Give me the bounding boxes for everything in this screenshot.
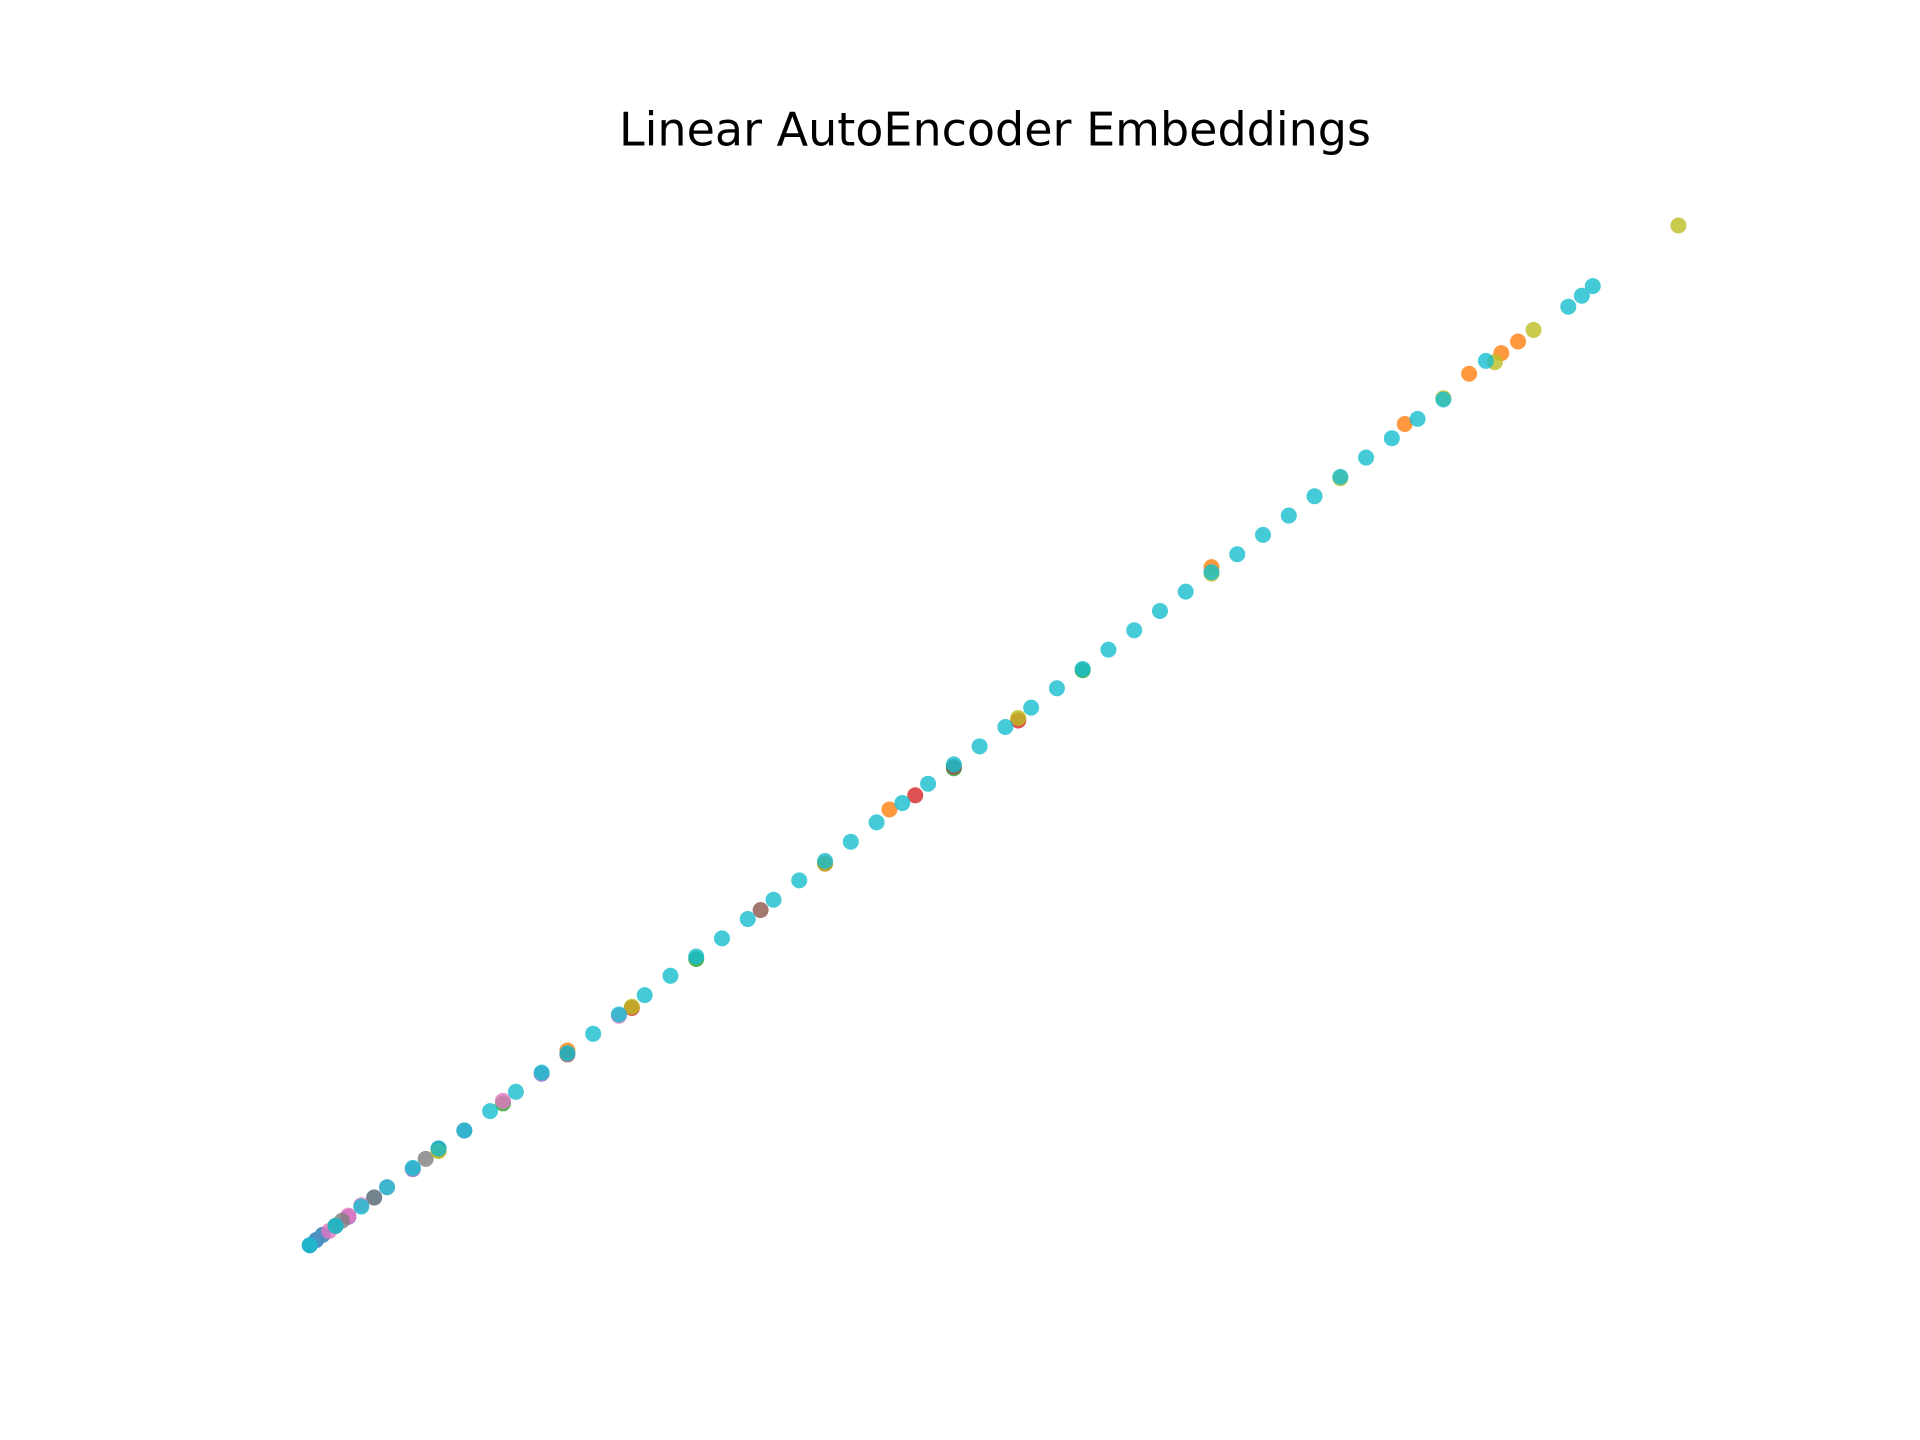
point [379,1179,396,1196]
point [559,1045,576,1062]
point [1409,410,1426,427]
point [713,930,730,947]
series [559,333,1527,1059]
point [1573,287,1590,304]
point [791,872,808,889]
point [1100,641,1117,658]
point [1177,583,1194,600]
point [1670,217,1687,234]
point [1203,564,1220,581]
point [817,853,834,870]
point [1074,660,1091,677]
point [1306,488,1323,505]
series [301,278,1601,1254]
point [907,787,924,804]
point [482,1103,499,1120]
point [494,1092,511,1109]
point [1229,546,1246,563]
point [327,1217,344,1234]
point [1048,680,1065,697]
point [1383,430,1400,447]
point [752,902,769,919]
point [533,1064,550,1081]
point [636,987,653,1004]
point [997,718,1014,735]
point [301,1237,318,1254]
point [842,833,859,850]
point [971,738,988,755]
point [1023,699,1040,716]
point [1584,278,1601,295]
point [945,756,962,773]
point [1010,709,1027,726]
point [920,775,937,792]
point [1396,416,1413,433]
chart-title: Linear AutoEncoder Embeddings [619,103,1371,157]
point [1126,622,1143,639]
point [739,911,756,928]
point [404,1159,421,1176]
point [610,1006,627,1023]
point [353,1198,370,1215]
point [894,795,911,812]
point [1255,526,1272,543]
point [623,998,640,1015]
point [662,967,679,984]
point [417,1150,434,1167]
point [1332,468,1349,485]
point [1560,298,1577,315]
point [430,1140,447,1157]
point [507,1083,524,1100]
point [456,1122,473,1139]
point [1461,365,1478,382]
point [366,1189,383,1206]
point [1151,602,1168,619]
point [881,801,898,818]
point [1280,507,1297,524]
point [1477,352,1494,369]
point [1525,321,1542,338]
point [1510,333,1527,350]
point [1435,391,1452,408]
point [688,948,705,965]
point [585,1025,602,1042]
point [1358,449,1375,466]
point [868,814,885,831]
point [765,891,782,908]
